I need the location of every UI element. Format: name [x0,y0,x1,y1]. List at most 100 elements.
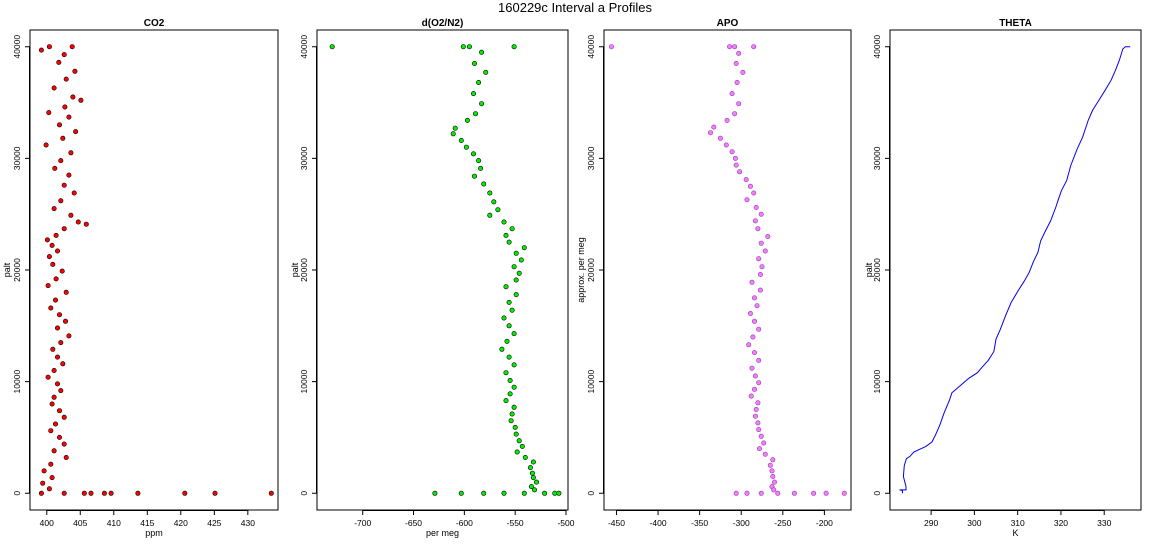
data-point-d-o2-n2 [476,158,482,164]
data-point-apo [748,393,754,399]
y-tick-label-co2: 30000 [12,146,22,170]
data-point-apo [752,413,758,419]
y-tick-label-theta: 20000 [872,258,882,282]
data-point-apo [771,479,777,485]
data-point-apo [747,183,753,189]
data-point-d-o2-n2 [452,125,458,131]
x-tick-label-co2: 400 [40,518,54,528]
data-point-co2 [68,150,74,156]
data-point-apo [749,365,755,371]
data-point-co2 [59,268,65,274]
data-point-co2 [49,475,55,481]
y-tick-label-d-o2-n2: 20000 [299,258,309,282]
data-point-apo [727,44,733,50]
data-point-d-o2-n2 [503,284,509,290]
data-point-d-o2-n2 [464,117,470,123]
data-point-d-o2-n2 [556,490,562,496]
data-point-d-o2-n2 [432,490,438,496]
data-point-co2 [51,367,57,373]
data-point-co2 [51,448,57,454]
x-axis-label-co2: ppm [145,528,163,538]
data-point-d-o2-n2 [531,487,537,493]
y-axis-label-theta: palt [864,262,874,277]
data-point-co2 [45,374,51,380]
data-point-co2 [60,361,66,367]
data-point-apo [811,490,817,496]
data-point-apo [775,490,781,496]
data-point-co2 [72,68,78,74]
data-point-d-o2-n2 [506,323,512,329]
x-tick-label-theta: 300 [967,518,981,528]
data-point-apo [751,190,757,196]
data-point-co2 [62,104,68,110]
data-point-co2 [56,408,62,414]
x-axis-label-theta: K [1012,528,1018,538]
data-point-co2 [61,490,67,496]
data-point-d-o2-n2 [470,151,476,157]
data-point-apo [758,211,764,217]
data-point-apo [751,318,757,324]
data-point-co2 [212,490,218,496]
x-tick-label-co2: 405 [73,518,87,528]
x-tick-label-co2: 415 [140,518,154,528]
data-point-co2 [52,165,58,171]
data-point-co2 [44,237,50,243]
data-point-d-o2-n2 [470,91,476,97]
data-point-d-o2-n2 [516,438,522,444]
x-tick-label-d-o2-n2: -600 [456,518,473,528]
plot-frame-apo [603,29,852,511]
data-point-apo [723,142,729,148]
data-point-apo [736,50,742,56]
data-point-co2 [56,59,62,65]
y-tick-label-co2: 40000 [12,35,22,59]
data-point-d-o2-n2 [504,338,510,344]
data-point-apo [758,490,764,496]
x-tick-label-apo: -200 [816,518,833,528]
data-point-apo [759,264,765,270]
data-point-d-o2-n2 [527,465,533,471]
data-point-co2 [58,340,64,346]
panel-title-d-o2-n2: d(O2/N2) [422,18,464,29]
data-point-apo [756,326,762,332]
data-point-apo [707,130,713,136]
data-point-co2 [58,158,64,164]
y-tick-label-theta: 30000 [872,146,882,170]
data-point-apo [751,295,757,301]
data-point-d-o2-n2 [507,391,513,397]
data-point-d-o2-n2 [513,250,519,256]
x-tick-label-d-o2-n2: -650 [405,518,422,528]
x-tick-label-apo: -300 [733,518,750,528]
data-point-co2 [70,94,76,100]
data-point-co2 [50,346,56,352]
data-point-co2 [51,206,57,212]
data-point-apo [746,342,752,348]
data-point-co2 [68,212,74,218]
data-point-co2 [38,47,44,53]
panel-d-o2-n2: d(O2/N2) -700 -650 -600 -550 -500 0 10000 20000 3… [290,18,575,538]
data-point-apo [608,44,614,50]
y-tick-label-apo: 20000 [586,258,596,282]
data-point-apo [756,427,762,433]
data-point-d-o2-n2 [530,459,536,465]
data-point-d-o2-n2 [506,354,512,360]
data-point-d-o2-n2 [491,199,497,205]
data-point-apo [756,380,762,386]
y-tick-label-theta: 10000 [872,370,882,394]
x-tick-label-co2: 425 [207,518,221,528]
data-point-d-o2-n2 [503,398,509,404]
data-point-apo [752,218,758,224]
data-point-apo [732,44,738,50]
data-point-co2 [56,122,62,128]
data-point-apo [733,60,739,66]
x-tick-label-theta: 320 [1054,518,1068,528]
data-point-co2 [52,421,58,427]
data-point-d-o2-n2 [514,449,520,455]
y-axis-label-co2: palt [2,262,12,277]
data-point-d-o2-n2 [501,490,507,496]
y-tick-label-theta: 0 [872,491,882,496]
y-tick-label-theta: 40000 [872,35,882,59]
data-point-d-o2-n2 [509,226,515,232]
data-point-d-o2-n2 [458,490,464,496]
data-point-co2 [54,354,60,360]
